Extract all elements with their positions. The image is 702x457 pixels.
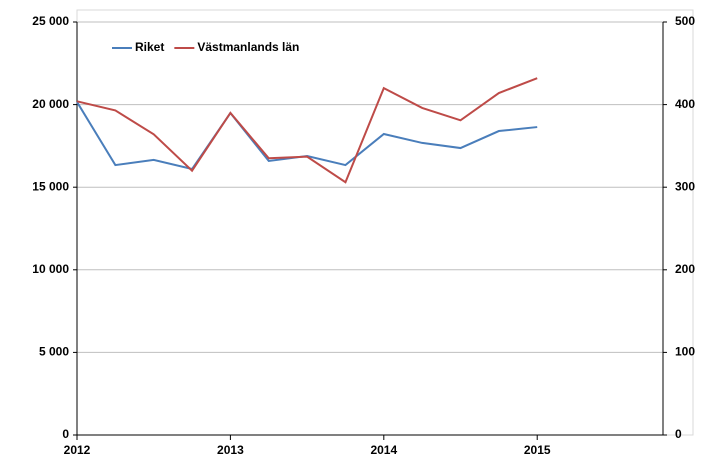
y2-tick-label: 300 — [675, 179, 695, 193]
y-tick-label: 10 000 — [32, 262, 69, 276]
y2-tick-label: 100 — [675, 345, 695, 359]
series-line — [76, 101, 538, 171]
legend-label: Västmanlands län — [197, 40, 299, 54]
x-tick-label: 2015 — [524, 443, 551, 457]
x-tick-label: 2012 — [64, 443, 91, 457]
y-tick-label: 0 — [62, 427, 69, 441]
x-tick-label: 2014 — [370, 443, 397, 457]
y2-tick-label: 200 — [675, 262, 695, 276]
y-tick-label: 20 000 — [32, 97, 69, 111]
y2-tick-label: 0 — [675, 427, 682, 441]
plot-frame — [76, 9, 694, 436]
y2-tick-label: 500 — [675, 14, 695, 28]
y-tick-label: 5 000 — [39, 345, 69, 359]
y-tick-label: 15 000 — [32, 179, 69, 193]
y-tick-label: 25 000 — [32, 14, 69, 28]
series-line — [76, 77, 538, 184]
x-tick-label: 2013 — [217, 443, 244, 457]
legend-label: Riket — [135, 40, 164, 54]
y2-tick-label: 400 — [675, 97, 695, 111]
